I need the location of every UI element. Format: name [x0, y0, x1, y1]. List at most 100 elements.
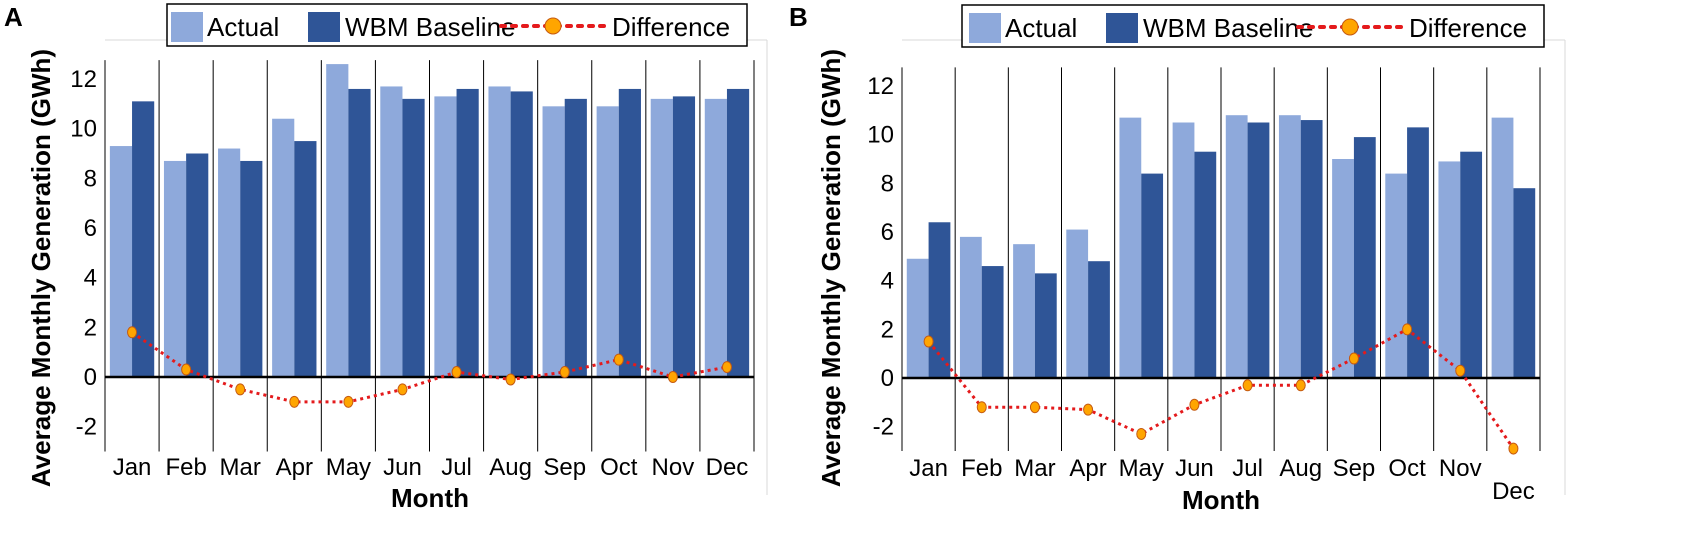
chart-a-bar-baseline-jan	[132, 101, 155, 377]
chart-b-difference-point-oct	[1402, 323, 1413, 336]
chart-a-bar-baseline-sep	[564, 98, 587, 377]
chart-b-bar-actual-apr	[1066, 229, 1089, 378]
chart-a-xtick-label: Sep	[543, 454, 586, 481]
chart-b-bar-actual-jun	[1172, 122, 1195, 378]
chart-b-bar-actual-jul	[1225, 115, 1248, 378]
chart-b-panel-label: B	[789, 2, 808, 32]
chart-b-difference-point-jun	[1189, 398, 1200, 411]
chart-a-panel-label: A	[4, 2, 23, 32]
chart-b-legend-swatch-actual	[969, 13, 1001, 43]
chart-a-legend-swatch-difference-marker	[544, 17, 562, 35]
chart-b-xtick-label: Jun	[1175, 455, 1214, 482]
chart-a-xtick-label: May	[326, 454, 371, 481]
chart-b-bar-actual-aug	[1278, 115, 1301, 378]
chart-a-bar-actual-apr	[272, 118, 295, 377]
chart-b-ytick-label: 0	[881, 365, 894, 392]
chart-b-x-axis-title: Month	[1182, 485, 1260, 515]
chart-a-xtick-label: Jun	[383, 454, 422, 481]
chart-b-bar-baseline-mar	[1034, 273, 1057, 378]
chart-b-difference-point-jul	[1242, 379, 1253, 392]
chart-b-difference-point-mar	[1029, 401, 1040, 414]
chart-a-ytick-label: 6	[84, 215, 97, 242]
chart-b-xtick-label: Jan	[909, 455, 948, 482]
chart-b-bar-baseline-aug	[1300, 120, 1323, 379]
chart-a-xtick-label: Jul	[441, 454, 472, 481]
chart-a-bar-baseline-dec	[726, 88, 750, 377]
chart-b-difference-point-apr	[1083, 403, 1094, 416]
chart-a-bar-baseline-nov	[672, 96, 696, 377]
chart-a-difference-point-dec	[721, 361, 732, 374]
chart-a-bar-actual-aug	[488, 86, 511, 377]
chart-b-bar-baseline-sep	[1353, 137, 1376, 378]
chart-a-bar-actual-dec	[704, 98, 727, 377]
chart-a-xtick-label: Aug	[489, 454, 532, 481]
chart-b-difference-point-jan	[923, 335, 934, 348]
chart-b-bar-baseline-jun	[1194, 151, 1217, 378]
chart-b-ytick-label: 8	[881, 170, 894, 197]
chart-a-bar-actual-may	[326, 64, 349, 377]
chart-b-xtick-label: May	[1119, 455, 1164, 482]
chart-a-bar-baseline-aug	[510, 91, 533, 378]
chart-a-difference-point-mar	[235, 383, 246, 396]
chart-a-difference-line	[131, 331, 728, 404]
chart-b-legend-label-baseline: WBM Baseline	[1143, 13, 1314, 43]
chart-a-xtick-label: Jan	[113, 454, 152, 481]
chart-a-difference-point-jun	[397, 383, 408, 396]
chart-b-ytick-label: 10	[867, 122, 894, 149]
chart-a-xtick-label: Mar	[220, 454, 261, 481]
chart-a-bar-baseline-mar	[240, 160, 263, 377]
chart-a-ytick-label: 2	[84, 314, 97, 341]
chart-a-legend-box	[166, 3, 748, 47]
chart-a-bar-actual-sep	[542, 106, 565, 378]
chart-a-y-axis-title: Average Monthly Generation (GWh)	[26, 49, 56, 487]
chart-b-legend-box	[961, 4, 1545, 48]
chart-b-bar-actual-dec	[1491, 117, 1514, 378]
chart-a-xtick-label: Dec	[706, 454, 749, 481]
chart-b-legend-swatch-difference-marker	[1341, 18, 1359, 36]
chart-a-ytick-label: 0	[84, 364, 97, 391]
chart-b-legend-swatch-baseline	[1106, 13, 1138, 43]
chart-a-difference-point-jan	[127, 326, 138, 339]
chart-a-xtick-label: Apr	[276, 454, 313, 481]
chart-b-xtick-label: Mar	[1014, 455, 1055, 482]
chart-b-difference-point-may	[1136, 427, 1147, 440]
chart-a-legend-swatch-baseline	[308, 12, 340, 42]
chart-a-difference-point-nov	[667, 371, 678, 383]
chart-b-bar-baseline-oct	[1407, 127, 1429, 378]
chart-a-difference-point-may	[343, 395, 354, 408]
chart-b-bar-baseline-jan	[928, 222, 951, 378]
chart-a-bar-baseline-oct	[618, 88, 641, 377]
chart-a-ytick-label: 8	[84, 165, 97, 192]
chart-a-bar-actual-mar	[218, 148, 241, 377]
chart-b-bar-actual-mar	[1013, 244, 1035, 378]
chart-b-xtick-label: Feb	[961, 455, 1002, 482]
chart-b-ytick-label: 6	[881, 219, 894, 246]
chart-b-bar-actual-nov	[1438, 161, 1461, 378]
chart-a-bar-actual-oct	[596, 106, 619, 378]
chart-a-bar-baseline-jul	[456, 88, 479, 377]
chart-b-difference-line	[927, 327, 1515, 450]
chart-a-bar-actual-jun	[380, 86, 403, 377]
chart-b-y-axis-title: Average Monthly Generation (GWh)	[816, 49, 846, 487]
chart-b-ytick-label: 12	[867, 73, 894, 100]
chart-b-xtick-label: Apr	[1069, 455, 1106, 482]
chart-b-bar-actual-jan	[906, 258, 929, 378]
chart-b-bar-actual-may	[1119, 117, 1142, 378]
chart-a-xtick-label: Oct	[600, 454, 638, 481]
chart-a-bar-actual-jan	[109, 146, 133, 377]
chart-a-bar-actual-jul	[434, 96, 457, 377]
chart-b-bar-actual-oct	[1385, 173, 1408, 378]
chart-a-ytick-label: 4	[84, 265, 97, 292]
chart-a-legend-swatch-actual	[171, 12, 203, 42]
chart-a-bar-baseline-apr	[294, 141, 317, 377]
chart-a-xtick-label: Nov	[652, 454, 695, 481]
chart-b-bar-baseline-may	[1141, 173, 1164, 378]
chart-a-bar-baseline-jun	[402, 98, 425, 377]
chart-b-difference-point-dec	[1508, 442, 1519, 455]
chart-b-ytick-label: 4	[881, 268, 894, 295]
chart-b-xtick-label: Aug	[1279, 455, 1322, 482]
chart-b-xtick-label: Oct	[1388, 455, 1426, 482]
chart-b-bar-baseline-apr	[1088, 261, 1110, 378]
chart-a-difference-point-sep	[559, 366, 570, 379]
